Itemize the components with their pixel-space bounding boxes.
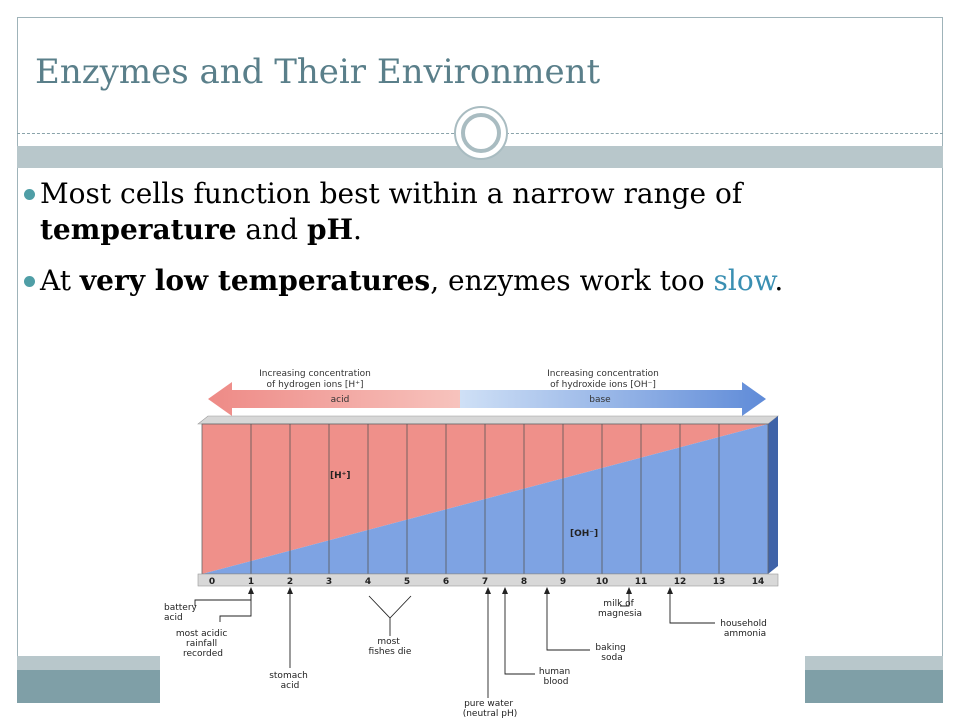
circle-ornament-icon <box>454 106 508 160</box>
header-right-line2: of hydroxide ions [OH⁻] <box>550 380 656 390</box>
bullet-1-text-and: and <box>236 213 307 246</box>
bullet-2-period: . <box>774 264 784 297</box>
tick-label: 0 <box>209 577 215 587</box>
ph-scale-svg: Increasing concentration of hydrogen ion… <box>164 369 779 719</box>
annotation-milk-magnesia: milk of magnesia <box>598 599 642 619</box>
ph-scale-diagram: Increasing concentration of hydrogen ion… <box>160 368 805 720</box>
tick-label: 5 <box>404 577 410 587</box>
tick-label: 13 <box>713 577 726 587</box>
bullet-1-bold-ph: pH <box>306 213 354 246</box>
bar-top <box>197 415 779 425</box>
slide-title: Enzymes and Their Environment <box>35 52 601 92</box>
bar-side <box>768 416 778 574</box>
acid-label: acid <box>331 395 350 405</box>
bullet-2: At very low temperatures, enzymes work t… <box>20 263 945 299</box>
oh-ion-label: [OH⁻] <box>570 529 598 539</box>
bullet-list: Most cells function best within a narrow… <box>20 176 945 314</box>
bullet-1: Most cells function best within a narrow… <box>20 176 945 248</box>
tick-label: 12 <box>674 577 687 587</box>
bullet-2-bold-low-temps: very low temperatures <box>79 264 431 297</box>
bullet-2-text: At <box>40 264 80 297</box>
annotation-baking-soda: baking soda <box>595 643 628 663</box>
annotation-ammonia: household ammonia <box>720 619 769 639</box>
tick-label: 1 <box>248 577 254 587</box>
tick-label: 11 <box>635 577 648 587</box>
tick-labels: 0 1 2 3 4 5 6 7 8 9 10 11 12 13 14 <box>209 577 764 587</box>
bullet-1-text: Most cells function best within a narrow… <box>40 177 743 210</box>
annotation-leaders <box>194 593 715 698</box>
base-label: base <box>589 395 611 405</box>
annotation-fishes: most fishes die <box>369 637 412 657</box>
tick-label: 8 <box>521 577 527 587</box>
annotation-battery-acid: battery acid <box>164 603 200 623</box>
bullet-dot-icon <box>24 276 35 287</box>
tick-label: 3 <box>326 577 332 587</box>
tick-label: 7 <box>482 577 488 587</box>
bullet-dot-icon <box>24 189 35 200</box>
bullet-1-bold-temperature: temperature <box>40 213 237 246</box>
header-right-line1: Increasing concentration <box>547 369 659 379</box>
acid-arrow <box>208 382 460 416</box>
annotation-arrowheads <box>248 587 673 594</box>
bullet-1-period: . <box>353 213 362 246</box>
number-strip <box>197 573 779 587</box>
tick-label: 2 <box>287 577 293 587</box>
annotation-stomach-acid: stomach acid <box>269 671 311 691</box>
annotation-acid-rain: most acidic rainfall recorded <box>176 629 230 659</box>
tick-label: 14 <box>752 577 765 587</box>
tick-label: 4 <box>365 577 371 587</box>
base-arrow <box>460 382 766 416</box>
annotation-pure-water: pure water (neutral pH) <box>463 699 518 719</box>
bullet-2-slow: slow <box>713 264 775 297</box>
tick-label: 10 <box>596 577 609 587</box>
tick-label: 6 <box>443 577 449 587</box>
header-left-line1: Increasing concentration <box>259 369 371 379</box>
annotation-blood: human blood <box>539 667 573 687</box>
header-left-line2: of hydrogen ions [H⁺] <box>267 380 364 390</box>
tick-label: 9 <box>560 577 566 587</box>
bullet-2-text-enzymes: , enzymes work too <box>430 264 714 297</box>
h-ion-label: [H⁺] <box>330 471 351 481</box>
grid-lines <box>250 424 720 574</box>
